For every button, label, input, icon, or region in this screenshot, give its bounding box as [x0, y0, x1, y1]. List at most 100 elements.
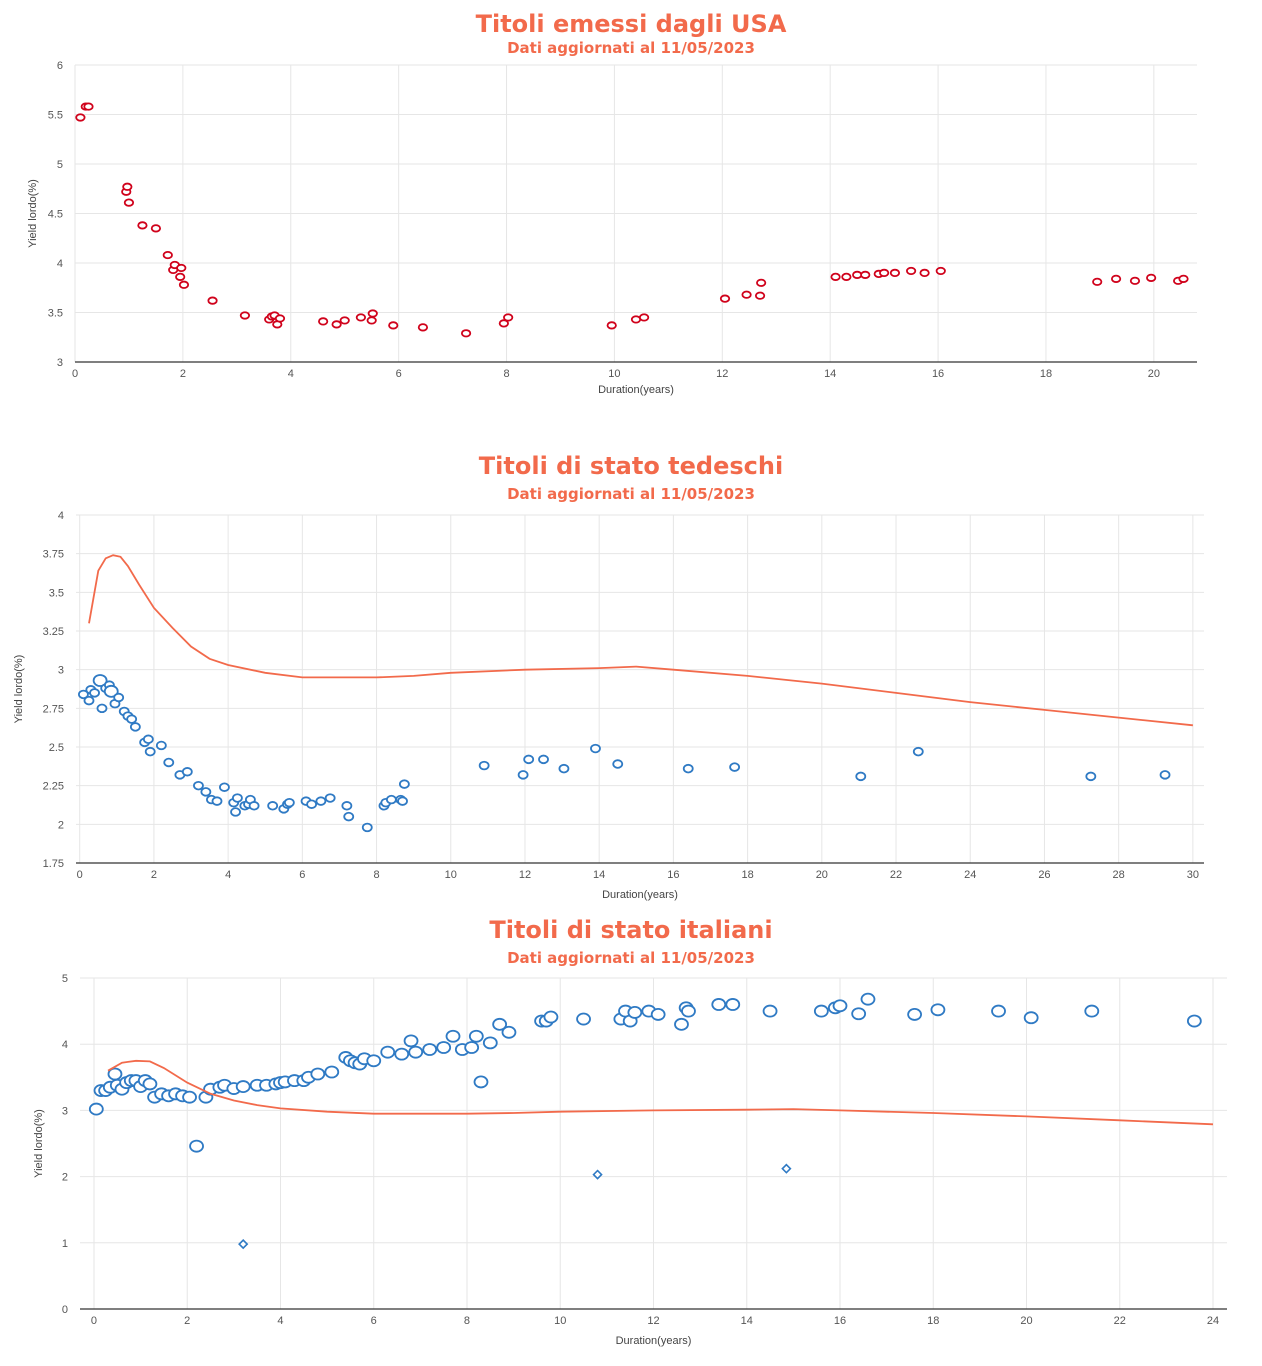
data-point: [517, 770, 529, 780]
data-point: [248, 801, 260, 811]
data-point: [283, 797, 295, 808]
data-point: [860, 270, 871, 279]
data-point: [200, 787, 212, 797]
y-tick-label: 4: [62, 1039, 68, 1051]
data-point: [83, 695, 95, 706]
data-point: [239, 311, 251, 320]
data-point: [754, 291, 766, 300]
y-tick-label: 2: [62, 1172, 68, 1184]
x-tick-label: 26: [1038, 869, 1050, 881]
data-point: [1178, 274, 1189, 283]
y-tick-label: 3.5: [49, 587, 64, 599]
data-point: [422, 1043, 438, 1056]
x-axis-label: Duration(years): [598, 384, 674, 396]
data-point: [339, 316, 350, 325]
x-tick-label: 14: [741, 1315, 753, 1327]
data-point: [155, 740, 167, 751]
y-tick-label: 2: [58, 819, 64, 831]
data-point: [78, 689, 89, 700]
data-point: [331, 320, 342, 329]
x-tick-label: 18: [741, 869, 753, 881]
data-point: [492, 1017, 508, 1031]
x-tick-label: 18: [927, 1315, 939, 1327]
data-point: [182, 1090, 197, 1104]
x-tick-label: 6: [371, 1315, 377, 1327]
x-tick-label: 10: [445, 869, 457, 881]
data-point: [482, 1036, 498, 1050]
y-tick-label: 4: [58, 510, 64, 522]
data-point: [315, 796, 327, 806]
data-point: [478, 760, 490, 771]
x-tick-label: 12: [647, 1315, 659, 1327]
y-axis-label: Yield lordo(%): [33, 1109, 45, 1178]
x-tick-label: 2: [151, 869, 157, 881]
data-point: [403, 1034, 419, 1048]
data-point: [366, 316, 377, 325]
y-tick-label: 5: [57, 159, 63, 171]
scatter-chart-usa: 0 2 4 6 8 10 12 14 16 18 20 3 3.5 4 4.5 5 5.5 6 Duration(y…: [27, 60, 1197, 396]
chart-panel-italy: Titoli di stato italiani Dati aggiornati…: [0, 910, 1262, 1366]
data-point: [606, 321, 617, 330]
data-point: [464, 1041, 480, 1054]
data-point: [638, 313, 650, 322]
x-tick-label: 6: [396, 368, 402, 380]
data-point: [650, 1007, 666, 1021]
x-tick-label: 16: [834, 1315, 846, 1327]
x-tick-label: 14: [824, 368, 836, 380]
data-point: [1159, 770, 1171, 780]
data-point: [1186, 1014, 1202, 1028]
y-axis-label: Yield lordo(%): [27, 179, 39, 248]
y-tick-label: 5.5: [48, 110, 63, 122]
data-point: [590, 743, 601, 754]
data-point: [1129, 276, 1141, 285]
data-point: [181, 767, 193, 777]
data-point: [889, 268, 901, 277]
data-point: [436, 1041, 452, 1054]
data-point: [543, 1010, 559, 1024]
data-point: [103, 684, 119, 698]
data-point: [719, 294, 731, 303]
data-point: [144, 746, 156, 757]
data-point: [907, 1007, 923, 1021]
data-point: [503, 313, 514, 322]
data-point: [235, 1080, 251, 1093]
data-point: [366, 1054, 382, 1068]
data-point: [1085, 771, 1097, 782]
data-point-diamond: [592, 1169, 603, 1180]
chart-panel-germany: Titoli di stato tedeschi Dati aggiornati…: [0, 440, 1262, 910]
x-tick-label: 2: [180, 368, 186, 380]
data-point: [89, 688, 100, 698]
data-point: [841, 272, 852, 281]
data-point: [417, 323, 429, 332]
y-tick-label: 2.25: [43, 781, 64, 793]
data-point: [129, 722, 141, 732]
x-tick-label: 24: [1207, 1315, 1219, 1327]
y-tick-label: 3: [62, 1105, 68, 1117]
data-point: [741, 290, 752, 299]
data-point: [361, 822, 373, 833]
data-point: [855, 771, 867, 782]
x-tick-label: 10: [554, 1315, 566, 1327]
data-point: [123, 198, 135, 207]
data-point: [219, 782, 230, 792]
x-tick-label: 16: [667, 869, 679, 881]
x-tick-label: 12: [519, 869, 531, 881]
data-point: [612, 759, 624, 769]
chart-panel-usa: Titoli emessi dagli USA Dati aggiornati …: [0, 0, 1262, 410]
data-point: [126, 714, 138, 724]
y-tick-label: 4: [57, 258, 63, 270]
data-point: [367, 309, 378, 318]
data-point: [991, 1004, 1006, 1018]
data-point: [912, 746, 924, 757]
data-point: [830, 272, 841, 281]
data-point: [729, 762, 741, 772]
x-axis-label: Duration(years): [616, 1335, 692, 1347]
x-tick-label: 22: [890, 869, 902, 881]
data-point: [142, 734, 154, 744]
data-point: [711, 998, 727, 1011]
y-tick-label: 3.25: [43, 626, 64, 638]
x-axis-label: Duration(years): [602, 889, 678, 901]
data-point: [341, 801, 353, 811]
data-point: [832, 999, 848, 1013]
data-point: [92, 674, 108, 687]
